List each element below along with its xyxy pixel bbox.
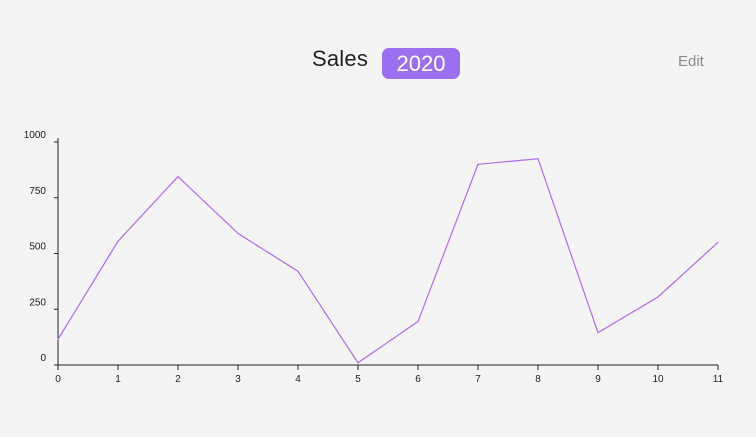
- x-tick-label: 0: [55, 374, 61, 385]
- x-tick-label: 5: [355, 374, 361, 385]
- data-point: [117, 240, 119, 242]
- data-point: [477, 163, 479, 165]
- chart-series: [57, 158, 719, 364]
- y-tick-label: 1000: [24, 130, 47, 141]
- y-tick-label: 0: [40, 353, 46, 364]
- chart-ticks: 0 250 500 750 1000 0 1 2 3 4 5 6 7 8 9 10 11: [24, 130, 724, 385]
- data-point: [597, 332, 599, 334]
- x-tick-label: 10: [652, 374, 664, 385]
- chart-title: Sales: [312, 46, 369, 71]
- x-tick-label: 3: [235, 374, 241, 385]
- y-tick-label: 500: [29, 242, 46, 253]
- y-tick-label: 750: [29, 186, 46, 197]
- data-point: [357, 362, 359, 364]
- data-point: [417, 320, 419, 323]
- x-tick-label: 1: [115, 374, 121, 385]
- series-line: [57, 158, 719, 364]
- x-tick-label: 9: [595, 374, 601, 385]
- data-point: [177, 175, 179, 178]
- edit-button[interactable]: Edit: [678, 53, 704, 70]
- chart-axes: [57, 138, 718, 366]
- data-point: [237, 232, 239, 235]
- chart-header: Sales 2020 Edit: [0, 0, 756, 110]
- data-point: [657, 296, 659, 298]
- y-tick-label: 250: [29, 297, 46, 308]
- x-tick-label: 6: [415, 374, 421, 385]
- data-point: [57, 338, 59, 340]
- x-tick-label: 2: [175, 374, 181, 385]
- year-selector-badge[interactable]: 2020: [382, 48, 460, 79]
- data-point: [537, 158, 539, 160]
- x-tick-label: 4: [295, 374, 301, 385]
- data-point: [717, 241, 719, 243]
- x-tick-label: 11: [713, 374, 724, 385]
- x-tick-label: 7: [475, 374, 481, 385]
- x-tick-label: 8: [535, 374, 541, 385]
- data-point: [297, 270, 299, 272]
